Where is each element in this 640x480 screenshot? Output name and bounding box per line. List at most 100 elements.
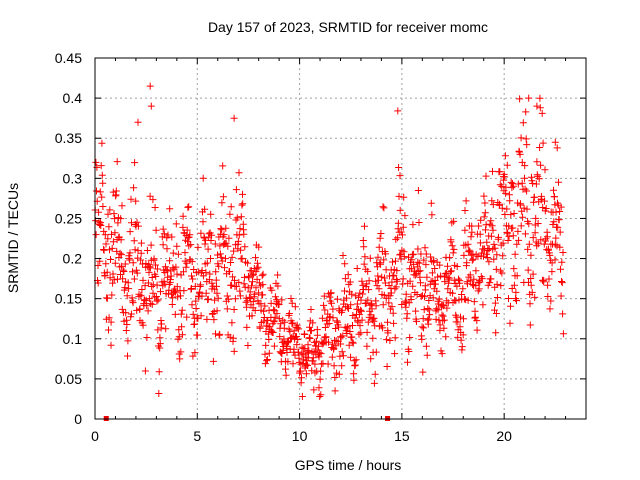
data-point — [470, 298, 478, 306]
data-point — [188, 272, 195, 280]
data-point — [498, 204, 506, 212]
data-point — [173, 283, 181, 291]
data-point — [226, 333, 234, 341]
data-point — [203, 259, 211, 267]
data-point — [136, 305, 144, 313]
data-point — [117, 271, 124, 278]
data-point — [380, 256, 388, 264]
data-point — [114, 275, 121, 283]
data-point — [533, 102, 541, 110]
data-point — [523, 187, 531, 195]
data-point — [534, 220, 542, 227]
data-point — [284, 339, 291, 347]
data-point — [387, 289, 395, 297]
data-point — [220, 231, 228, 239]
data-point — [452, 297, 460, 305]
data-point — [126, 249, 134, 257]
data-point — [351, 361, 359, 369]
data-point — [344, 305, 352, 312]
data-point — [209, 357, 217, 365]
data-point — [341, 287, 348, 295]
data-point — [156, 344, 164, 352]
data-point — [99, 203, 107, 210]
data-point — [507, 302, 514, 310]
data-point — [285, 310, 293, 317]
data-point — [538, 109, 546, 117]
x-axis-label: GPS time / hours — [295, 457, 402, 473]
data-point — [126, 228, 134, 236]
data-point — [422, 261, 430, 269]
data-point — [166, 257, 174, 265]
data-point — [100, 246, 107, 253]
data-point — [132, 266, 140, 274]
data-point — [117, 251, 125, 259]
data-point — [395, 192, 403, 200]
data-point — [278, 350, 286, 357]
data-point — [529, 270, 537, 278]
data-point — [505, 295, 512, 302]
data-point — [259, 291, 267, 299]
data-point — [476, 239, 484, 247]
y-tick-label: 0.4 — [63, 90, 83, 106]
data-point — [183, 259, 191, 267]
data-point — [158, 320, 165, 328]
data-point — [137, 239, 145, 247]
data-point — [97, 222, 105, 229]
data-point — [228, 281, 236, 289]
data-point — [119, 266, 127, 274]
data-point — [414, 258, 422, 266]
data-point — [344, 271, 352, 279]
data-point — [365, 286, 373, 294]
data-point — [453, 263, 461, 270]
data-point — [460, 251, 468, 259]
data-point — [557, 292, 565, 300]
data-point — [532, 180, 540, 188]
data-point — [224, 242, 232, 250]
data-point — [455, 275, 462, 283]
data-point — [317, 367, 325, 375]
data-point — [525, 94, 533, 102]
data-point — [356, 322, 364, 330]
data-point — [409, 250, 417, 258]
y-tick-label: 0.25 — [55, 210, 82, 226]
x-tick-label: 10 — [292, 428, 308, 444]
data-point — [531, 229, 539, 237]
data-point — [288, 334, 296, 342]
data-point — [163, 245, 171, 253]
data-point — [211, 240, 219, 248]
data-point — [207, 255, 214, 262]
data-point — [146, 263, 154, 271]
data-point — [553, 144, 561, 152]
data-point — [198, 292, 206, 300]
data-point — [113, 158, 121, 166]
data-point — [240, 280, 248, 288]
data-point — [402, 290, 410, 298]
data-point — [472, 267, 480, 275]
data-point — [107, 341, 115, 349]
data-point — [541, 197, 548, 205]
data-point — [406, 277, 414, 285]
data-point — [179, 212, 187, 220]
data-point — [349, 339, 357, 347]
data-point — [520, 204, 528, 212]
data-point — [202, 289, 210, 297]
data-point — [439, 301, 447, 309]
data-point — [222, 255, 229, 263]
data-point — [116, 249, 124, 257]
data-point — [154, 296, 162, 304]
data-point — [515, 236, 523, 244]
data-point — [93, 163, 101, 171]
data-series — [91, 82, 567, 400]
data-point — [139, 276, 147, 284]
data-point — [348, 290, 356, 298]
data-point — [492, 265, 500, 273]
data-point — [433, 287, 441, 295]
data-point — [471, 307, 479, 315]
data-point — [288, 320, 296, 328]
data-point — [471, 313, 479, 321]
data-point — [501, 211, 509, 218]
data-point — [172, 220, 180, 228]
data-point — [325, 320, 333, 327]
data-point — [537, 236, 545, 244]
data-point — [358, 277, 366, 285]
